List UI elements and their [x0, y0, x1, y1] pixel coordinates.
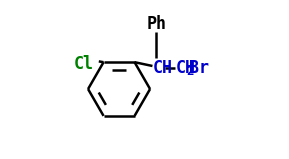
Text: 2: 2 — [186, 65, 193, 78]
Text: CH: CH — [175, 59, 195, 77]
Text: CH: CH — [153, 59, 173, 77]
Text: Ph: Ph — [147, 15, 166, 33]
Text: Br: Br — [189, 59, 209, 77]
Text: Cl: Cl — [74, 55, 94, 73]
